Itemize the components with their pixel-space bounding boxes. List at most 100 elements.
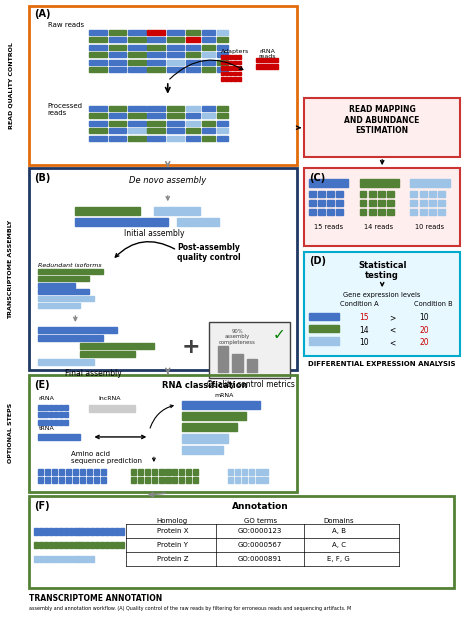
Bar [186, 30, 200, 35]
Bar [202, 136, 215, 141]
Bar [128, 68, 146, 72]
Bar [202, 30, 215, 35]
Bar [38, 412, 43, 417]
Bar [128, 45, 146, 50]
Bar [360, 191, 366, 197]
Bar [44, 412, 47, 417]
Bar [193, 478, 198, 483]
Bar [80, 478, 85, 483]
Bar [39, 528, 43, 534]
Bar [59, 404, 63, 409]
Bar [87, 478, 92, 483]
Bar [225, 72, 228, 76]
Bar [80, 469, 85, 475]
Text: GO:0000567: GO:0000567 [238, 542, 283, 548]
Bar [378, 209, 385, 216]
Bar [46, 478, 50, 483]
Bar [120, 542, 124, 548]
Bar [225, 78, 228, 81]
Bar [89, 404, 136, 412]
Bar [89, 30, 107, 35]
Bar [202, 106, 215, 111]
Bar [309, 200, 316, 206]
Bar [64, 404, 68, 409]
Bar [147, 106, 165, 111]
Bar [387, 200, 394, 206]
Bar [337, 200, 343, 206]
Bar [44, 542, 48, 548]
Bar [80, 343, 154, 349]
Bar [66, 469, 71, 475]
Bar [429, 191, 436, 197]
Text: GO:0000891: GO:0000891 [238, 556, 283, 562]
Bar [44, 404, 47, 409]
Bar [38, 359, 94, 366]
Bar [74, 542, 79, 548]
Bar [109, 113, 126, 118]
Bar [74, 556, 79, 562]
Bar [131, 469, 136, 475]
Bar [100, 542, 104, 548]
Bar [48, 404, 53, 409]
Bar [38, 296, 94, 301]
Bar [225, 61, 228, 64]
Bar [84, 542, 89, 548]
Bar [138, 469, 143, 475]
Bar [309, 325, 339, 332]
Bar [217, 68, 228, 72]
Bar [217, 136, 228, 141]
Bar [59, 419, 63, 424]
Bar [179, 478, 184, 483]
Bar [38, 289, 89, 294]
Bar [54, 556, 58, 562]
Bar [94, 478, 99, 483]
Bar [232, 354, 243, 372]
Bar [152, 478, 157, 483]
Bar [128, 121, 146, 126]
Bar [89, 68, 107, 72]
Bar [255, 469, 261, 475]
Bar [110, 542, 114, 548]
Bar [38, 469, 44, 475]
Bar [115, 542, 119, 548]
Bar [44, 419, 47, 424]
Text: ✓: ✓ [272, 328, 285, 342]
Bar [167, 121, 184, 126]
Text: Quality control metrics: Quality control metrics [207, 380, 295, 389]
Bar [109, 45, 126, 50]
Text: Annotation: Annotation [232, 503, 289, 511]
Bar [304, 251, 460, 356]
Bar [218, 346, 228, 372]
Bar [221, 72, 224, 76]
Bar [167, 106, 184, 111]
Bar [309, 338, 339, 345]
Bar [186, 113, 200, 118]
Bar [179, 469, 184, 475]
Text: lncRNA: lncRNA [99, 396, 121, 401]
Bar [165, 478, 171, 483]
Bar [186, 38, 200, 43]
Bar [34, 556, 38, 562]
Bar [64, 419, 68, 424]
Text: <: < [389, 338, 395, 347]
Bar [217, 45, 228, 50]
Bar [94, 469, 99, 475]
Bar [233, 55, 237, 59]
Bar [89, 60, 107, 65]
Text: Amino acid
sequence prediction: Amino acid sequence prediction [71, 451, 142, 464]
Bar [39, 542, 43, 548]
Bar [237, 61, 241, 64]
Bar [39, 556, 43, 562]
Bar [387, 191, 394, 197]
Bar [233, 78, 237, 81]
Bar [186, 68, 200, 72]
Bar [309, 179, 348, 187]
Bar [221, 78, 224, 81]
Bar [138, 478, 143, 483]
Bar [202, 45, 215, 50]
Bar [229, 78, 232, 81]
Bar [89, 128, 107, 133]
Bar [193, 469, 198, 475]
Bar [327, 191, 334, 197]
Bar [64, 556, 68, 562]
